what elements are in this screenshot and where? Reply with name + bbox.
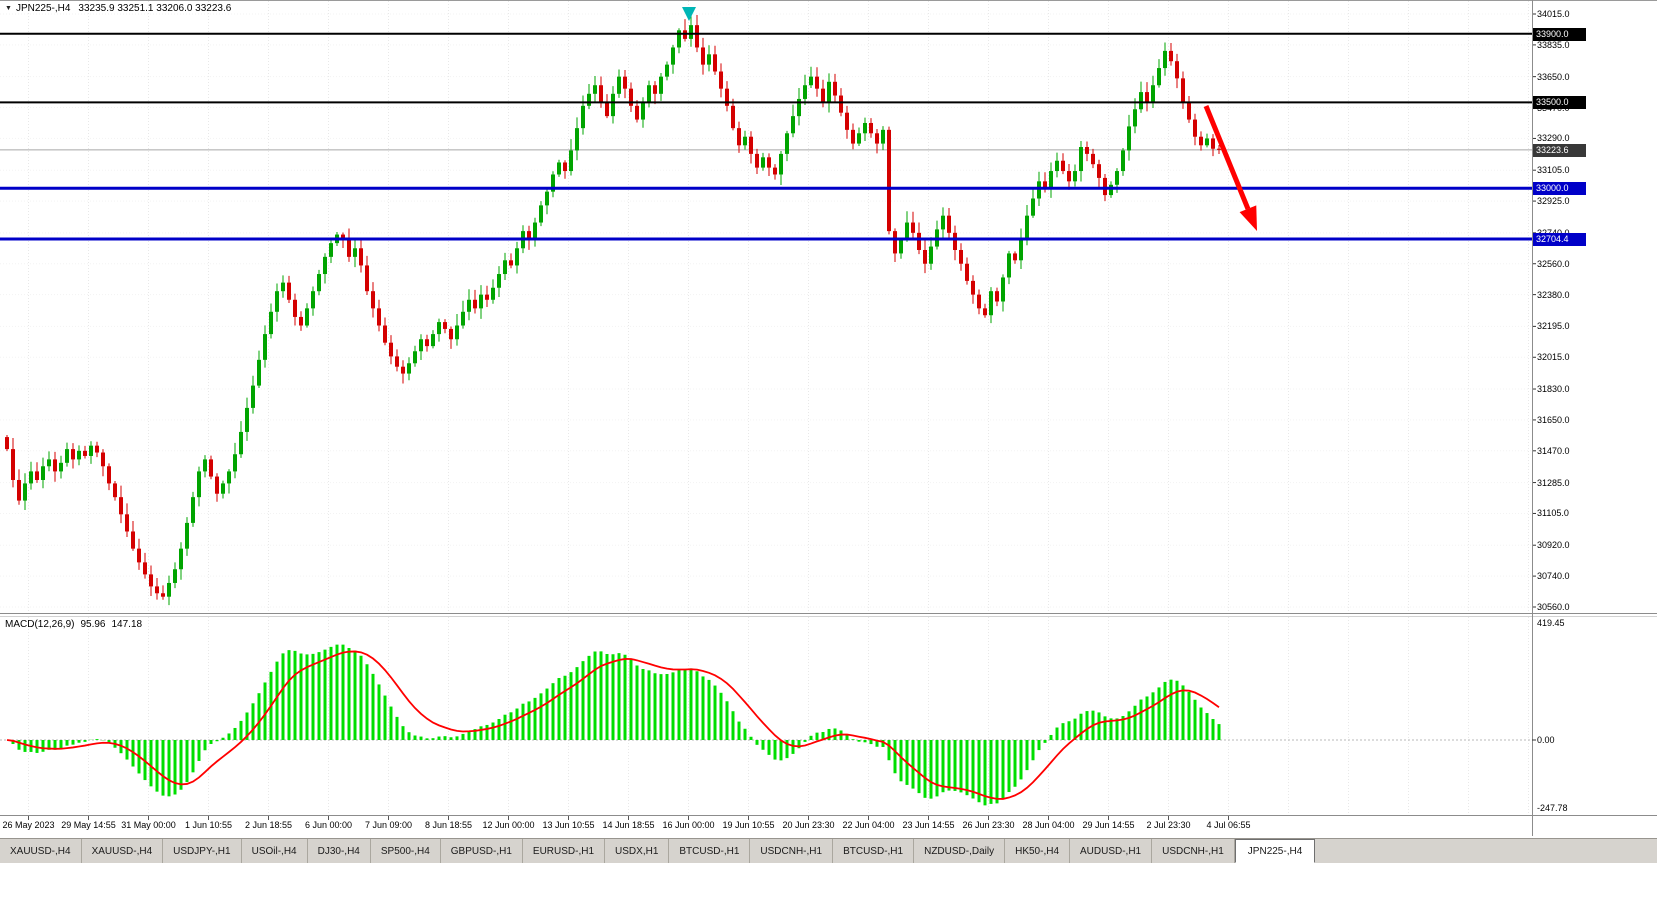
time-axis-label: 23 Jun 14:55 xyxy=(902,820,955,830)
chart-tab-usdcnh-h1[interactable]: USDCNH-,H1 xyxy=(750,839,834,863)
price-tick-label: 32560.0 xyxy=(1537,259,1570,269)
time-axis-label: 28 Jun 04:00 xyxy=(1022,820,1075,830)
price-tick-label: 31105.0 xyxy=(1537,508,1569,518)
trend-arrow-head[interactable] xyxy=(1239,205,1257,231)
time-axis-label: 2 Jul 23:30 xyxy=(1146,820,1191,830)
price-tick-label: 33290.0 xyxy=(1537,133,1570,143)
price-tick-label: 30920.0 xyxy=(1537,540,1570,550)
grid-lines xyxy=(0,1,1532,815)
time-axis-label: 20 Jun 23:30 xyxy=(782,820,835,830)
price-tick-label: 32195.0 xyxy=(1537,321,1570,331)
trend-arrow[interactable] xyxy=(1203,105,1251,210)
macd-signal-line xyxy=(6,650,1220,800)
time-axis-label: 31 May 00:00 xyxy=(121,820,176,830)
time-axis-label: 16 Jun 00:00 xyxy=(662,820,715,830)
price-tick-label: 30560.0 xyxy=(1537,602,1570,612)
chart-title-ohlc: 33235.9 33251.1 33206.0 33223.6 xyxy=(78,3,232,14)
price-tick-label: 34015.0 xyxy=(1537,9,1570,19)
chart-tab-audusd-h1[interactable]: AUDUSD-,H1 xyxy=(1070,839,1153,863)
price-badge: 33000.0 xyxy=(1533,182,1586,195)
chart-tab-sp500-h4[interactable]: SP500-,H4 xyxy=(371,839,441,863)
price-axis[interactable]: 34015.033835.033650.033470.033290.033105… xyxy=(1532,0,1657,838)
price-tick-label: 31285.0 xyxy=(1537,478,1570,488)
time-axis-label: 14 Jun 18:55 xyxy=(602,820,655,830)
time-axis-label: 4 Jul 06:55 xyxy=(1206,820,1251,830)
price-badge: 33223.6 xyxy=(1533,144,1586,157)
time-axis-label: 8 Jun 18:55 xyxy=(424,820,473,830)
chart-tabs-bar: XAUUSD-,H4 XAUUSD-,H4 USDJPY-,H1 USOil-,H4 D… xyxy=(0,838,1657,863)
chart-tab-xauusd-h4[interactable]: XAUUSD-,H4 xyxy=(0,839,82,863)
time-axis[interactable]: 26 May 2023 29 May 14:55 31 May 00:00 1 Jun… xyxy=(0,816,1532,838)
time-axis-label: 26 Jun 23:30 xyxy=(962,820,1015,830)
macd-axis-bottom-label: -247.78 xyxy=(1537,803,1568,813)
price-tick-label: 33835.0 xyxy=(1537,40,1570,50)
price-tick-label: 31830.0 xyxy=(1537,384,1570,394)
macd-indicator-label: MACD(12,26,9) 95.96 147.18 xyxy=(5,619,148,630)
chart-tab-usdcnh-h1[interactable]: USDCNH-,H1 xyxy=(1152,839,1235,863)
macd-signal-value: 147.18 xyxy=(111,619,143,630)
time-axis-label: 1 Jun 10:55 xyxy=(184,820,233,830)
chart-tab-btcusd-h1[interactable]: BTCUSD-,H1 xyxy=(833,839,915,863)
time-axis-label: 26 May 2023 xyxy=(2,820,55,830)
price-tick-label: 31470.0 xyxy=(1537,446,1570,456)
chart-title-symbol: JPN225-,H4 xyxy=(15,3,71,14)
chart-tab-gbpusd-h1[interactable]: GBPUSD-,H1 xyxy=(441,839,523,863)
chart-tab-nzdusd-daily[interactable]: NZDUSD-,Daily xyxy=(914,839,1006,863)
time-axis-label: 29 Jun 14:55 xyxy=(1082,820,1135,830)
time-axis-label: 29 May 14:55 xyxy=(61,820,116,830)
price-tick-label: 32015.0 xyxy=(1537,352,1570,362)
chart-title: ▼ JPN225-,H4 33235.9 33251.1 33206.0 33223… xyxy=(5,3,231,14)
macd-name: MACD(12,26,9) xyxy=(5,619,75,630)
price-tick-label: 33105.0 xyxy=(1537,165,1570,175)
macd-axis-top-label: 419.45 xyxy=(1537,618,1565,628)
price-tick-label: 30740.0 xyxy=(1537,571,1570,581)
chart-tab-usdx-h1[interactable]: USDX,H1 xyxy=(605,839,670,863)
time-axis-label: 12 Jun 00:00 xyxy=(482,820,535,830)
macd-axis-zero-label: 0.00 xyxy=(1537,735,1555,745)
price-badge: 32704.4 xyxy=(1533,233,1586,246)
time-axis-label: 6 Jun 00:00 xyxy=(304,820,353,830)
time-axis-label: 7 Jun 09:00 xyxy=(364,820,413,830)
chart-tab-xauusd-h4[interactable]: XAUUSD-,H4 xyxy=(82,839,164,863)
price-tick-label: 31650.0 xyxy=(1537,415,1570,425)
price-badge: 33900.0 xyxy=(1533,28,1586,41)
price-tick-label: 32380.0 xyxy=(1537,290,1570,300)
chart-tab-btcusd-h1[interactable]: BTCUSD-,H1 xyxy=(669,839,751,863)
price-badge: 33500.0 xyxy=(1533,96,1586,109)
chart-tab-dj30-h4[interactable]: DJ30-,H4 xyxy=(308,839,371,863)
chart-tab-eurusd-h1[interactable]: EURUSD-,H1 xyxy=(523,839,606,863)
candlesticks[interactable] xyxy=(5,14,1221,606)
marker-icon[interactable] xyxy=(682,7,696,21)
price-tick-label: 33650.0 xyxy=(1537,72,1570,82)
chart-tab-usoil-h4[interactable]: USOil-,H4 xyxy=(242,839,308,863)
price-tick-label: 32925.0 xyxy=(1537,196,1570,206)
time-axis-label: 2 Jun 18:55 xyxy=(244,820,293,830)
chart-dropdown-icon[interactable]: ▼ xyxy=(5,5,12,12)
chart-tab-hk50-h4[interactable]: HK50-,H4 xyxy=(1005,839,1070,863)
chart-tab-jpn225-h4[interactable]: JPN225-,H4 xyxy=(1234,839,1316,863)
time-axis-label: 13 Jun 10:55 xyxy=(542,820,595,830)
macd-main-value: 95.96 xyxy=(80,619,106,630)
time-axis-label: 19 Jun 10:55 xyxy=(722,820,775,830)
time-axis-label: 22 Jun 04:00 xyxy=(842,820,895,830)
macd-histogram xyxy=(11,644,1221,806)
chart-tab-usdjpy-h1[interactable]: USDJPY-,H1 xyxy=(163,839,242,863)
